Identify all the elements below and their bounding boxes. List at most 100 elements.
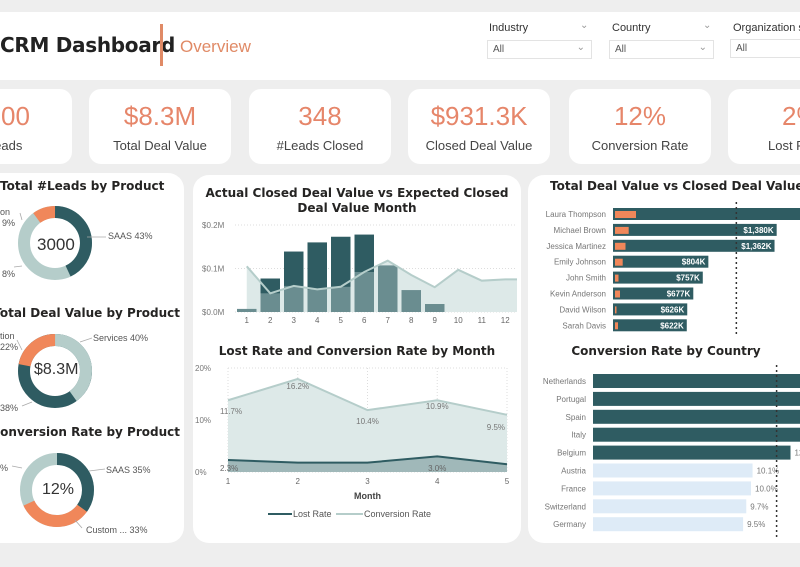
filter-org-dropdown[interactable]: All <box>730 39 800 58</box>
data-label: 10.9% <box>426 402 449 411</box>
y-tick-label: 20% <box>195 364 211 373</box>
actual-bar-overlap[interactable] <box>331 286 351 312</box>
filter-industry-label: Industry <box>489 22 529 34</box>
donut-segment-saas[interactable] <box>20 453 94 527</box>
kpi-card-leads-closed: 348 #Leads Closed <box>249 89 391 164</box>
category-label: Michael Brown <box>554 226 606 235</box>
title-divider <box>160 24 163 66</box>
filter-country-value: All <box>615 44 627 55</box>
total-deal-bar[interactable] <box>613 255 709 268</box>
donut-segment-custom[interactable] <box>14 447 101 534</box>
closed-deal-bar[interactable] <box>615 258 623 266</box>
line-conversion <box>227 377 508 416</box>
actual-bar-overlap[interactable] <box>425 304 445 312</box>
x-tick-label: 10 <box>454 316 463 325</box>
actual-bar-overlap[interactable] <box>260 293 281 312</box>
chevron-down-icon[interactable]: ⌄ <box>580 20 589 31</box>
data-label: 9.5% <box>747 520 765 529</box>
category-label: David Wilson <box>559 305 606 314</box>
x-tick-label: 1 <box>245 316 250 325</box>
conversion-by-country-chart: Netherlands Portugal Spain Italy Belgium 12 Au… <box>543 365 800 537</box>
leader-line <box>21 401 33 407</box>
country-bar[interactable] <box>593 517 744 532</box>
kpi-label: #Leads Closed <box>276 138 364 153</box>
donut-segment-custom[interactable] <box>12 200 99 287</box>
category-label: Austria <box>561 467 586 476</box>
actual-bar-overlap[interactable] <box>237 308 257 312</box>
donut-chart-leads <box>12 200 106 287</box>
closed-deal-bar[interactable] <box>615 290 620 298</box>
total-deal-bar[interactable] <box>613 208 800 220</box>
line-lost <box>227 455 508 466</box>
x-tick-label: 9 <box>433 316 438 325</box>
closed-deal-bar[interactable] <box>615 274 619 282</box>
closed-deal-value-month-chart: $0.0M$0.1M$0.2M1 2 3 4 5 6 7 8 9 10 11 12 <box>202 221 517 325</box>
category-label: Emily Johnson <box>554 258 606 267</box>
category-label: Laura Thompson <box>546 210 606 219</box>
actual-bar-overlap[interactable] <box>378 265 398 312</box>
donut-label: Custom ... 33% <box>86 525 148 535</box>
data-label: 12 <box>795 449 800 458</box>
category-label: France <box>561 484 586 493</box>
kpi-label: Lost Rate <box>768 138 800 153</box>
legend-label: Lost Rate <box>293 509 332 519</box>
closed-deal-bar[interactable] <box>615 211 636 218</box>
kpi-value: $8.3M <box>123 101 197 131</box>
x-tick-label: 7 <box>386 316 391 325</box>
chevron-down-icon: ⌄ <box>698 42 707 53</box>
chart-title-rate-month: Lost Rate and Conversion Rate by Month <box>218 344 496 358</box>
filter-industry-dropdown[interactable]: All ⌄ <box>487 40 592 59</box>
donut-label: % <box>0 463 9 473</box>
kpi-label: Total Deal Value <box>113 138 207 153</box>
kpi-card-conversion-rate: 12% Conversion Rate <box>569 89 711 164</box>
donut-title-conversion: Conversion Rate by Product <box>0 425 180 439</box>
actual-bar-overlap[interactable] <box>284 285 304 312</box>
category-label: Netherlands <box>543 377 586 386</box>
actual-bar-overlap[interactable] <box>401 290 422 312</box>
closed-deal-bar[interactable] <box>615 306 617 314</box>
country-bar[interactable] <box>593 391 800 406</box>
country-bar[interactable] <box>593 409 800 424</box>
total-deal-bar[interactable] <box>613 319 687 332</box>
actual-bar-overlap[interactable] <box>354 271 375 312</box>
donut-chart-deal-value <box>16 334 93 408</box>
total-deal-bar[interactable] <box>613 271 703 284</box>
x-tick-label: 5 <box>339 316 344 325</box>
chart-title-deal-value-month: Actual Closed Deal Value vs Expected Clo… <box>205 186 509 215</box>
y-tick-label: $0.0M <box>202 308 225 317</box>
sales-deal-value-chart: Laura Thompson$2Michael Brown$1,380KJess… <box>546 202 800 336</box>
donut-center-deal-value: $8.3M <box>34 361 79 378</box>
donut-label: 8% <box>2 269 16 279</box>
country-bar[interactable] <box>593 445 791 460</box>
x-tick-label: 3 <box>292 316 297 325</box>
filter-org-value: All <box>736 43 748 54</box>
x-tick-label: 1 <box>226 477 231 486</box>
leader-line <box>74 519 83 529</box>
donut-label: SAAS 43% <box>108 231 153 241</box>
data-label: 11.7% <box>220 407 242 416</box>
closed-deal-bar[interactable] <box>615 242 626 250</box>
closed-deal-bar[interactable] <box>615 226 629 234</box>
donut-label: SAAS 35% <box>106 465 151 475</box>
data-label: 10.4% <box>356 417 379 426</box>
actual-bar-overlap[interactable] <box>307 289 328 312</box>
x-tick-label: 5 <box>505 477 510 486</box>
kpi-card-leads: 3000 #Leads <box>0 89 72 164</box>
data-label: 10.1% <box>757 467 780 476</box>
closed-deal-bar[interactable] <box>615 322 618 330</box>
chevron-down-icon[interactable]: ⌄ <box>703 20 712 31</box>
leader-line <box>19 212 23 221</box>
total-deal-bar[interactable] <box>613 303 688 316</box>
country-bar[interactable] <box>593 499 747 514</box>
country-bar[interactable] <box>593 427 800 442</box>
country-bar[interactable] <box>593 481 751 496</box>
filter-country-dropdown[interactable]: All ⌄ <box>609 40 714 59</box>
donut-label: Services 40% <box>93 333 149 343</box>
category-label: Sarah Davis <box>562 321 606 330</box>
country-bar[interactable] <box>593 463 753 478</box>
total-deal-bar[interactable] <box>613 287 694 300</box>
y-tick-label: 10% <box>195 416 211 425</box>
kpi-value: 12% <box>613 101 667 131</box>
country-bar[interactable] <box>593 374 800 388</box>
total-deal-bar[interactable] <box>613 239 775 252</box>
